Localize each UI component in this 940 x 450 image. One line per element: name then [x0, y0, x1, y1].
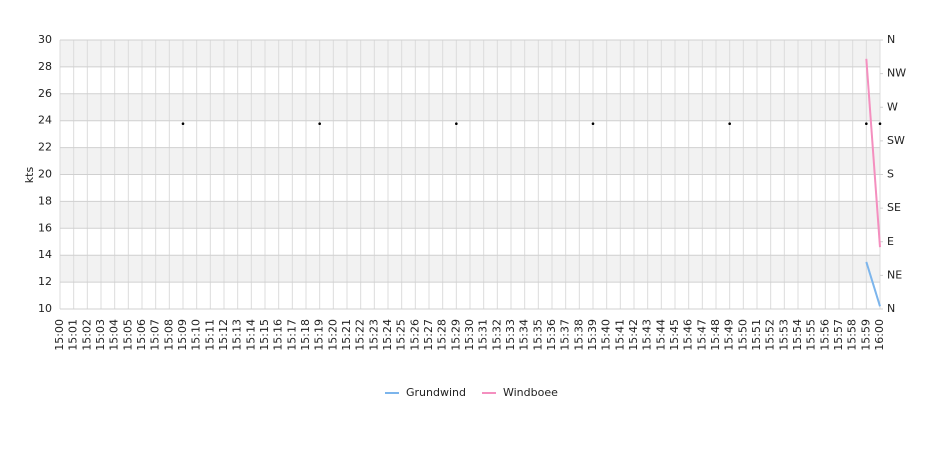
series-line [865, 58, 881, 248]
x-tick-label: 15:26 [408, 319, 421, 351]
y2-tick-label: W [887, 100, 898, 113]
series-line [865, 261, 881, 307]
x-tick-label: 15:11 [203, 319, 216, 351]
y-axis-label: kts [23, 167, 36, 184]
direction-point [591, 122, 595, 125]
y-tick-label: 14 [38, 248, 52, 261]
y-tick-label: 12 [38, 275, 52, 288]
x-tick-label: 15:53 [777, 319, 790, 351]
x-tick-label: 15:19 [313, 319, 326, 351]
y2-tick-label: SE [887, 201, 901, 214]
x-tick-label: 15:10 [190, 319, 203, 351]
x-tick-label: 15:44 [654, 319, 667, 351]
x-tick-label: 15:28 [436, 319, 449, 351]
x-tick-label: 15:32 [490, 319, 503, 351]
x-tick-label: 15:25 [395, 319, 408, 351]
direction-point [865, 122, 868, 125]
x-tick-label: 15:23 [367, 319, 380, 351]
x-tick-label: 15:33 [504, 319, 517, 351]
x-tick-label: 15:47 [695, 319, 708, 351]
x-tick-label: 15:35 [531, 319, 544, 351]
x-tick-label: 15:37 [559, 319, 572, 351]
x-tick-label: 15:27 [422, 319, 435, 351]
y-tick-label: 24 [38, 114, 52, 127]
x-tick-label: 15:13 [231, 319, 244, 351]
x-tick-label: 15:01 [67, 319, 80, 351]
x-tick-label: 15:55 [805, 319, 818, 351]
y-tick-label: 16 [38, 221, 52, 234]
x-tick-label: 15:15 [258, 319, 271, 351]
x-tick-label: 15:31 [477, 319, 490, 351]
y-tick-label: 30 [38, 33, 52, 46]
x-tick-label: 15:00 [53, 319, 66, 351]
x-tick-label: 15:06 [135, 319, 148, 351]
y2-tick-label: S [887, 168, 894, 181]
x-tick-label: 15:09 [176, 319, 189, 351]
x-tick-label: 15:03 [94, 319, 107, 351]
x-tick-label: 15:17 [285, 319, 298, 351]
x-tick-label: 15:20 [326, 319, 339, 351]
x-tick-label: 15:29 [449, 319, 462, 351]
x-tick-label: 15:42 [627, 319, 640, 351]
y2-tick-label: N [887, 33, 895, 46]
x-tick-label: 15:38 [572, 319, 585, 351]
y2-tick-label: E [887, 235, 894, 248]
x-tick-label: 15:07 [149, 319, 162, 351]
x-tick-label: 15:14 [244, 319, 257, 351]
y2-tick-label: NW [887, 67, 906, 80]
direction-point [878, 122, 882, 125]
y2-tick-label: SW [887, 134, 905, 147]
y-tick-label: 18 [38, 194, 52, 207]
x-tick-label: 15:12 [217, 319, 230, 351]
x-tick-label: 15:49 [723, 319, 736, 351]
legend-label: Windboee [503, 386, 558, 399]
x-tick-label: 15:30 [463, 319, 476, 351]
x-tick-label: 15:34 [518, 319, 531, 351]
x-tick-label: 15:50 [736, 319, 749, 351]
x-tick-label: 15:58 [846, 319, 859, 351]
x-tick-label: 15:51 [750, 319, 763, 351]
y-tick-label: 26 [38, 87, 52, 100]
x-tick-label: 15:22 [354, 319, 367, 351]
x-tick-label: 15:04 [108, 319, 121, 351]
x-tick-label: 15:02 [80, 319, 93, 351]
x-tick-label: 15:08 [162, 319, 175, 351]
direction-point [318, 122, 321, 125]
y-tick-label: 20 [38, 168, 52, 181]
x-tick-label: 15:40 [600, 319, 613, 351]
direction-point [181, 122, 185, 125]
x-tick-label: 15:41 [613, 319, 626, 351]
x-tick-label: 15:21 [340, 319, 353, 351]
direction-point [728, 122, 731, 125]
x-tick-label: 15:46 [682, 319, 695, 351]
y-tick-label: 22 [38, 141, 52, 154]
y2-tick-label: NE [887, 268, 902, 281]
x-tick-label: 15:05 [121, 319, 134, 351]
x-tick-label: 15:43 [641, 319, 654, 351]
x-tick-label: 15:16 [272, 319, 285, 351]
x-tick-label: 15:59 [859, 319, 872, 351]
x-tick-label: 15:57 [832, 319, 845, 351]
legend-label: Grundwind [406, 386, 466, 399]
x-tick-label: 15:54 [791, 319, 804, 351]
x-tick-label: 15:45 [668, 319, 681, 351]
y-tick-label: 28 [38, 60, 52, 73]
direction-point [455, 122, 458, 125]
y2-tick-label: N [887, 302, 895, 315]
x-tick-label: 16:00 [873, 319, 886, 351]
x-tick-label: 15:52 [764, 319, 777, 351]
x-tick-label: 15:39 [586, 319, 599, 351]
x-tick-label: 15:18 [299, 319, 312, 351]
x-tick-label: 15:36 [545, 319, 558, 351]
x-tick-label: 15:56 [818, 319, 831, 351]
x-tick-label: 15:24 [381, 319, 394, 351]
x-tick-label: 15:48 [709, 319, 722, 351]
y-tick-label: 10 [38, 302, 52, 315]
